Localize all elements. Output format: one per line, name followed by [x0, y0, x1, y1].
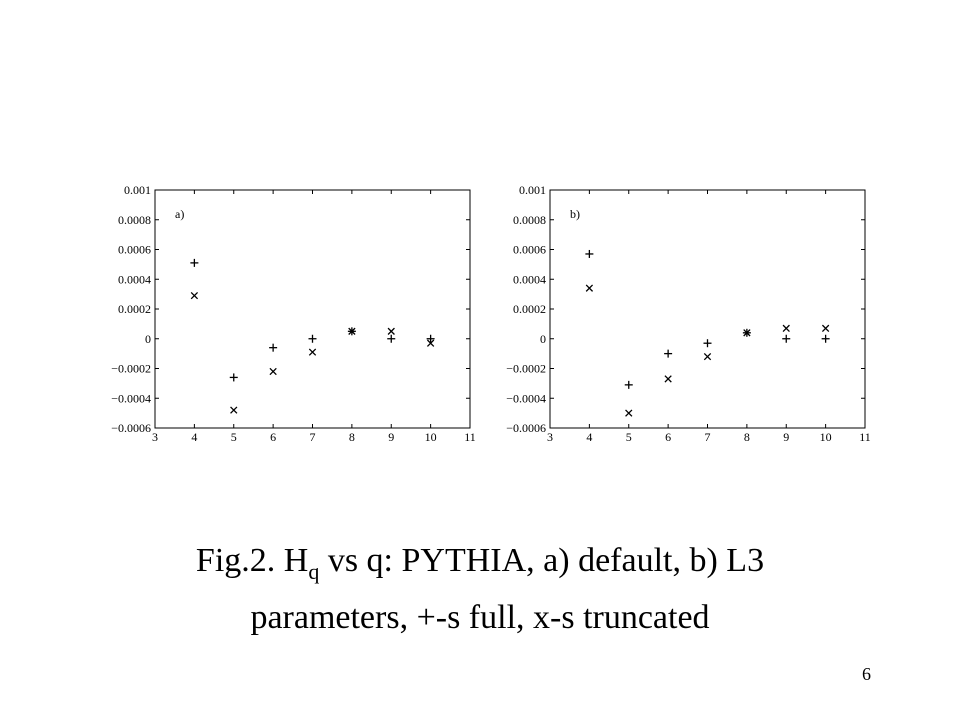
chart-a-plus-marker — [190, 258, 199, 267]
chart-a-plot-frame — [154, 189, 471, 429]
chart-b-cross-marker — [743, 329, 751, 337]
chart-b-y-tick-label: −0.0004 — [506, 391, 546, 405]
chart-a-y-tick-label: 0.0006 — [118, 243, 151, 257]
chart-b-y-tick-label: 0.001 — [519, 183, 546, 197]
chart-a-plus-marker — [229, 373, 238, 382]
chart-a-y-tick-label: 0 — [145, 332, 151, 346]
chart-b-y-tick-label: 0.0006 — [513, 243, 546, 257]
chart-b-cross-marker — [585, 284, 594, 292]
chart-a-y-tick-label: 0.0004 — [118, 272, 151, 286]
chart-b-x-tick-label: 11 — [859, 430, 871, 444]
chart-b-cross-marker — [782, 324, 790, 332]
chart-a-plus-marker — [269, 343, 278, 352]
chart-a-plus-marker — [308, 334, 317, 343]
chart-b-plus-marker — [624, 380, 633, 389]
chart-a-cross-marker — [387, 327, 395, 335]
caption-line-1: Fig.2. Hq vs q: PYTHIA, a) default, b) L… — [0, 538, 960, 595]
chart-a-x-tick-label: 5 — [231, 430, 237, 444]
chart-b-cross-marker — [703, 352, 712, 361]
caption-line-2: parameters, +-s full, x-s truncated — [250, 599, 710, 636]
chart-b-y-tick-label: −0.0006 — [506, 421, 546, 435]
chart-b-panel-label: b) — [570, 207, 580, 221]
chart-a-y-tick-label: 0.0002 — [118, 302, 151, 316]
chart-b-cross-marker — [664, 375, 672, 383]
chart-a-x-tick-label: 8 — [349, 430, 355, 444]
chart-b-x-tick-label: 8 — [744, 430, 750, 444]
caption-line-1-suffix: vs q: PYTHIA, a) default, b) L3 — [319, 542, 765, 579]
figure-caption: Fig.2. Hq vs q: PYTHIA, a) default, b) L… — [0, 538, 960, 641]
chart-a-cross-marker — [269, 367, 277, 376]
chart-b-plus-marker — [821, 334, 830, 343]
caption-subscript: q — [308, 559, 320, 584]
chart-a-x-tick-label: 4 — [191, 430, 197, 444]
chart-a-cross-marker — [348, 327, 356, 335]
chart-a-y-tick-label: −0.0004 — [111, 391, 151, 405]
chart-b-cross-marker — [821, 324, 830, 332]
chart-a-x-tick-label: 9 — [388, 430, 394, 444]
chart-a-y-tick-label: 0.001 — [124, 183, 151, 197]
chart-a-x-tick-label: 3 — [152, 430, 158, 444]
chart-b-x-tick-label: 10 — [820, 430, 832, 444]
chart-b-x-tick-label: 3 — [547, 430, 553, 444]
chart-a-x-tick-label: 7 — [310, 430, 316, 444]
page-number: 6 — [862, 664, 871, 684]
chart-b-x-tick-label: 4 — [586, 430, 592, 444]
chart-b-cross-marker — [625, 409, 633, 417]
chart-b-y-tick-label: 0.0002 — [513, 302, 546, 316]
chart-a-plus-marker — [426, 334, 435, 343]
chart-b: 3 4 5 6 7 8 9 10 11 −0.0006 −0.0004 −0.0002 0 0.0002 0… — [506, 183, 871, 444]
chart-b-plot-frame — [549, 189, 866, 429]
chart-a-panel-label: a) — [175, 207, 184, 221]
chart-b-x-tick-label: 5 — [626, 430, 632, 444]
chart-a-plus-marker — [387, 334, 396, 343]
chart-b-plus-marker — [664, 349, 673, 358]
chart-b-plus-marker — [703, 339, 712, 348]
chart-b-y-tick-label: 0 — [540, 332, 546, 346]
caption-line-1-prefix: Fig.2. H — [195, 542, 309, 579]
chart-b-y-tick-label: 0.0008 — [513, 213, 546, 227]
chart-a-cross-marker — [230, 406, 238, 414]
chart-a-x-tick-label: 10 — [425, 430, 437, 444]
chart-b-plus-marker — [585, 249, 594, 258]
chart-a-x-tick-label: 11 — [464, 430, 476, 444]
chart-a-x-tick-label: 6 — [270, 430, 276, 444]
chart-a-cross-marker — [426, 339, 435, 347]
chart-b-plus-marker — [782, 334, 791, 343]
chart-b-x-tick-label: 6 — [665, 430, 671, 444]
chart-a-cross-marker — [190, 291, 199, 300]
chart-a-y-tick-label: −0.0002 — [111, 362, 151, 376]
chart-a-y-tick-label: −0.0006 — [111, 421, 151, 435]
chart-a-y-tick-label: 0.0008 — [118, 213, 151, 227]
chart-a-cross-marker — [308, 348, 317, 356]
chart-b-x-tick-label: 9 — [783, 430, 789, 444]
chart-a: 3 4 5 6 7 8 9 10 11 −0.0006 −0.0004 −0.0002 0 0.0002 0… — [111, 183, 476, 444]
chart-b-y-tick-label: −0.0002 — [506, 362, 546, 376]
chart-b-x-tick-label: 7 — [705, 430, 711, 444]
chart-b-y-tick-label: 0.0004 — [513, 272, 546, 286]
